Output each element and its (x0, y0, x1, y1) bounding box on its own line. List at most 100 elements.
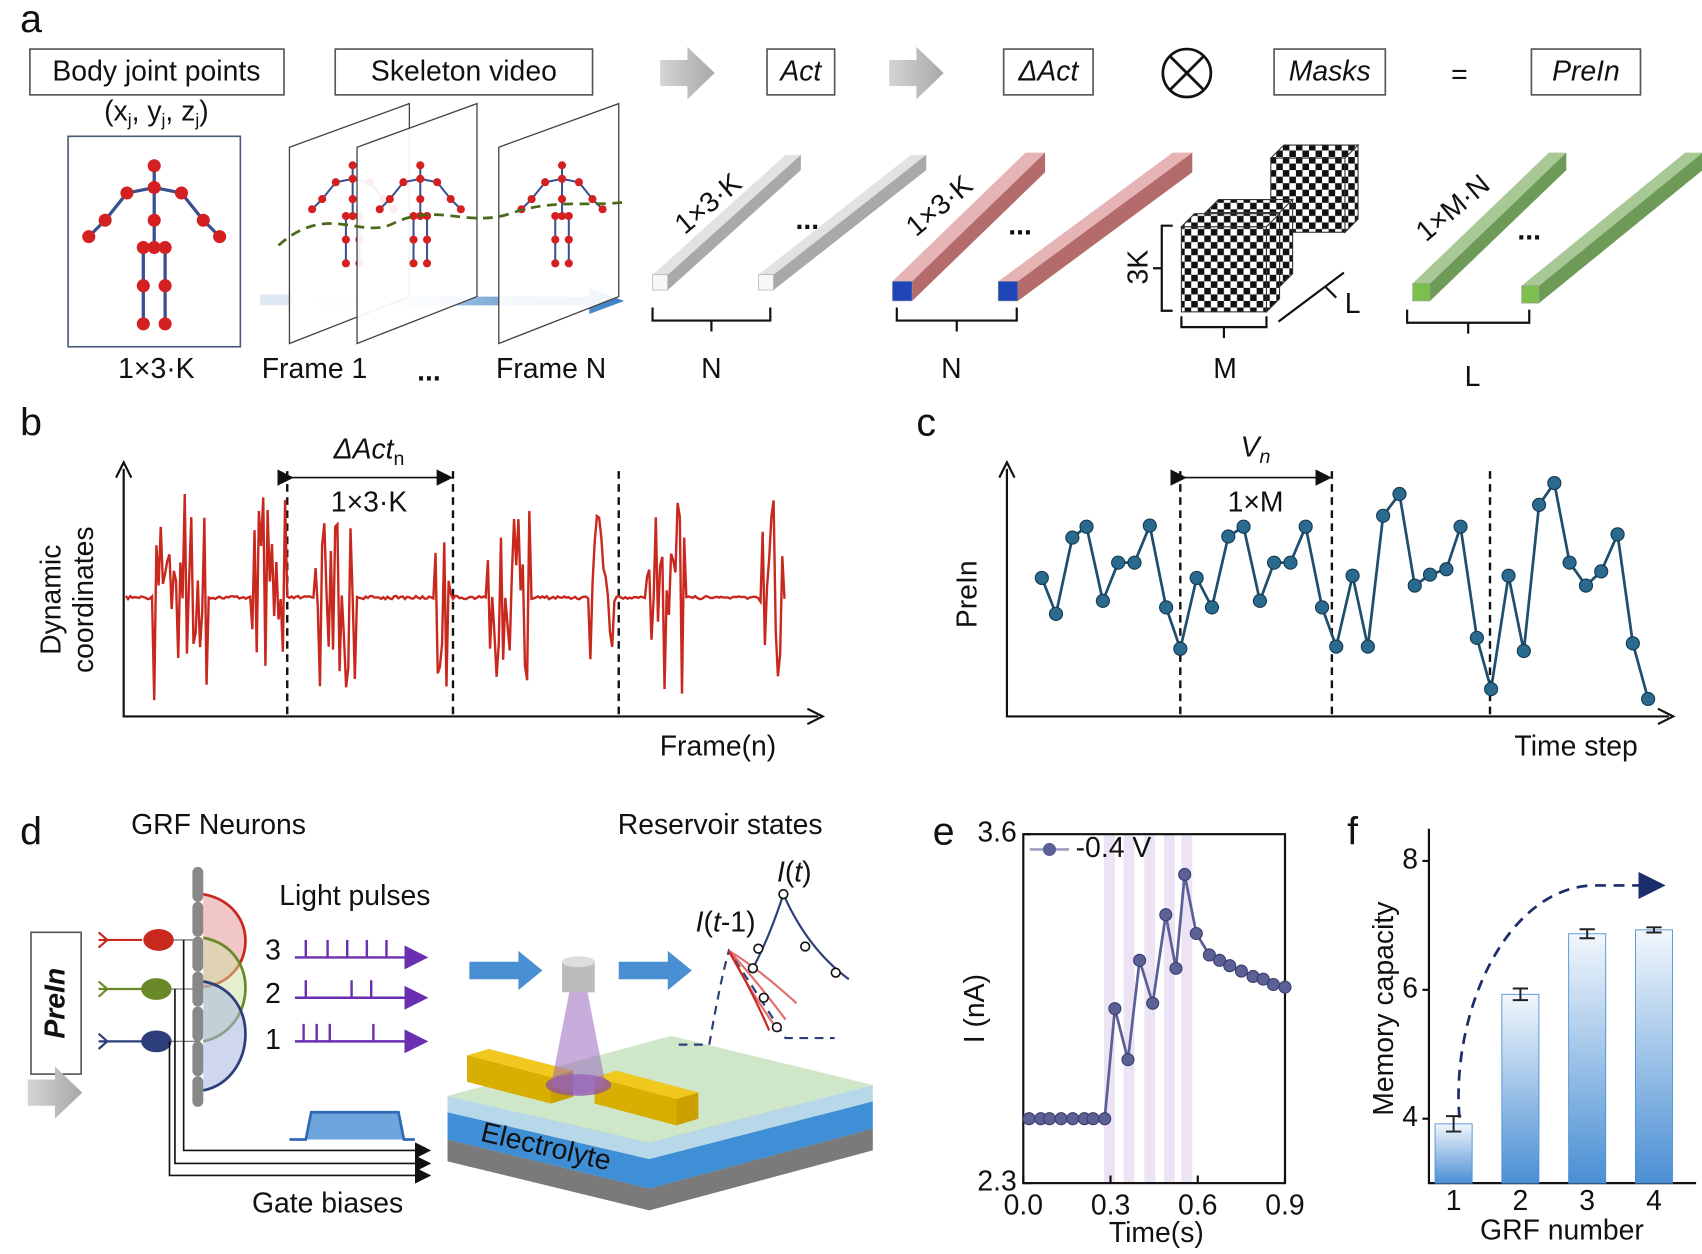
skeleton-joint (341, 235, 350, 244)
data-point (1054, 1112, 1068, 1126)
trend-arrow (1457, 871, 1666, 1118)
box (334, 48, 594, 96)
panel-label: f (1347, 810, 1358, 854)
skeleton-joint (348, 174, 357, 183)
brace (1277, 271, 1345, 323)
data-point (1278, 980, 1292, 994)
sequence-point (1034, 570, 1049, 586)
skeleton-joint (456, 205, 465, 214)
skeleton-joint (527, 195, 536, 204)
plot-frame (1022, 833, 1287, 1185)
prism-front (892, 281, 913, 302)
box-label: Masks (1289, 56, 1371, 88)
sequence-point (1469, 630, 1484, 645)
brace (895, 307, 1018, 332)
axis-arrow (115, 459, 133, 479)
signal (124, 494, 786, 701)
axis (1005, 468, 1669, 718)
sequence-point (1095, 593, 1110, 608)
series-line (1029, 874, 1286, 1121)
bar (1568, 933, 1607, 1184)
data-point (1223, 959, 1237, 973)
skeleton-joint (551, 211, 560, 221)
prism-front (1412, 283, 1431, 302)
skeleton-joint (557, 174, 567, 183)
skeleton-joint (136, 317, 150, 331)
sequence-point (1298, 519, 1313, 534)
skeleton-joint (348, 211, 357, 221)
channel: 1 (265, 1024, 281, 1056)
legend-marker (1042, 842, 1057, 856)
annotation: ΔActn (333, 434, 405, 470)
skeleton-joint (147, 213, 161, 227)
sequence-point (1547, 475, 1562, 491)
sequence-point (1127, 555, 1142, 570)
sequence-point (1236, 519, 1251, 534)
sequence-point (1439, 562, 1454, 577)
skeleton-joint (158, 240, 172, 255)
sequence-point (1159, 600, 1174, 615)
prism-side (1539, 153, 1702, 304)
box (1002, 48, 1094, 96)
skeleton-joint (136, 240, 150, 255)
data-point (1234, 964, 1248, 978)
sequence-line (1040, 479, 1650, 700)
skeleton-joint (341, 211, 350, 221)
prism-top (1412, 152, 1567, 284)
panel-label: d (20, 810, 42, 854)
brace (1180, 316, 1268, 339)
skeleton-joint (557, 195, 567, 204)
sequence-point (1221, 529, 1236, 544)
mask-top (1180, 213, 1281, 228)
skeleton-joint (120, 186, 134, 200)
panel-label: b (20, 401, 42, 445)
neuron (143, 929, 174, 951)
skeleton-joint (158, 279, 172, 293)
box (766, 48, 836, 96)
brace (1153, 224, 1173, 312)
skeleton-joint (385, 195, 394, 204)
state-label: I(t) (777, 857, 812, 889)
box (1530, 48, 1642, 96)
label: Frame N (496, 353, 606, 385)
sequence-point (1625, 636, 1640, 651)
box-label: Act (778, 56, 822, 88)
prism-side (667, 154, 801, 291)
x-axis-label: Time step (1514, 731, 1637, 763)
sequence-point (1422, 567, 1438, 582)
skeleton-joint (174, 186, 189, 200)
arrow (889, 46, 944, 100)
sequence-point (1142, 518, 1157, 533)
ellipsis: ... (796, 204, 820, 236)
skeleton-joint (557, 161, 567, 170)
legend-label: -0.4 V (1076, 832, 1152, 864)
y-tick-label: 3.6 (977, 817, 1016, 849)
x-tick-label: 0.9 (1265, 1190, 1304, 1222)
arrow (316, 287, 625, 315)
skeleton-joint (557, 211, 567, 221)
data-point (1159, 908, 1173, 922)
skeleton-joint (564, 259, 573, 268)
data-point (1178, 867, 1192, 881)
sequence-point (1079, 519, 1094, 534)
y-axis-label: Dynamic (35, 545, 67, 655)
data-point (1202, 948, 1216, 962)
data-point (1266, 977, 1280, 992)
skeleton-joint (147, 159, 161, 173)
frame (498, 102, 620, 345)
sequence-point (1610, 527, 1625, 542)
panel-e: e I (nA) Time(s) 0.0 0.3 0.6 0.9 2.3 3.6 -0.4 … (933, 810, 1305, 1249)
skeleton-joint (564, 211, 573, 221)
skeleton-joint (308, 205, 317, 214)
label: 1×3·K (118, 353, 195, 385)
x-tick-label: 0.6 (1178, 1190, 1217, 1222)
sequence-point (1407, 578, 1422, 593)
sequence-point (1516, 643, 1531, 659)
x-tick-label: 4 (1646, 1185, 1662, 1217)
panel-d: d GRF Neurons Reservoir states Light pul… (20, 809, 873, 1219)
data-point (1133, 953, 1147, 967)
neuron (97, 931, 143, 949)
mask-top (1204, 199, 1294, 214)
frame (356, 102, 478, 345)
data-point (1086, 1112, 1100, 1126)
